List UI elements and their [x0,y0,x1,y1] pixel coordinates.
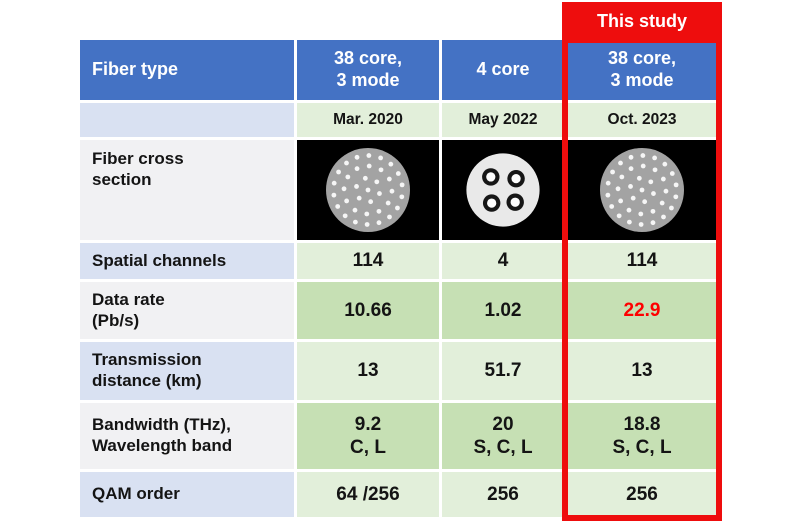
row-label-spatial-channels: Spatial channels [80,243,294,279]
qam-order-2022: 256 [442,472,564,517]
fiber-cross-section-cell-2020 [297,140,439,240]
this-study-label: This study [596,11,687,31]
row-label-qam-order: QAM order [80,472,294,517]
row-label-bandwidth: Bandwidth (THz), Wavelength band [80,403,294,469]
transmission-distance-2023: 13 [567,342,717,400]
date-2020: Mar. 2020 [297,103,439,137]
fiber-cross-section-cell-2022 [442,140,564,240]
fiber-cross-section-cell-2023 [567,140,717,240]
data-rate-2020: 10.66 [297,282,439,339]
header-col-4core: 4 core [442,40,564,100]
data-rate-2022: 1.02 [442,282,564,339]
transmission-distance-2020: 13 [297,342,439,400]
row-label-fiber-cross-section: Fiber cross section [80,140,294,240]
qam-order-2020: 64 /256 [297,472,439,517]
spatial-channels-2022: 4 [442,243,564,279]
row-label-transmission-distance: Transmission distance (km) [80,342,294,400]
header-col-38core-2020: 38 core, 3 mode [297,40,439,100]
date-row-label [80,103,294,137]
fiber-38core-image-2020 [326,148,410,232]
bandwidth-2023: 18.8 S, C, L [567,403,717,469]
fiber-38core-image-2023 [600,148,684,232]
bandwidth-2020: 9.2 C, L [297,403,439,469]
date-2022: May 2022 [442,103,564,137]
header-fiber-type: Fiber type [80,40,294,100]
qam-order-2023: 256 [567,472,717,517]
spatial-channels-2023: 114 [567,243,717,279]
data-rate-2023-highlighted: 22.9 [567,282,717,339]
this-study-callout: This study [562,2,722,41]
bandwidth-2022: 20 S, C, L [442,403,564,469]
transmission-distance-2022: 51.7 [442,342,564,400]
row-label-data-rate: Data rate (Pb/s) [80,282,294,339]
header-col-38core-2023: 38 core, 3 mode [567,40,717,100]
date-2023: Oct. 2023 [567,103,717,137]
comparison-table: Fiber type 38 core, 3 mode 4 core 38 cor… [80,40,717,517]
fiber-4core-image-2022 [466,153,540,227]
spatial-channels-2020: 114 [297,243,439,279]
